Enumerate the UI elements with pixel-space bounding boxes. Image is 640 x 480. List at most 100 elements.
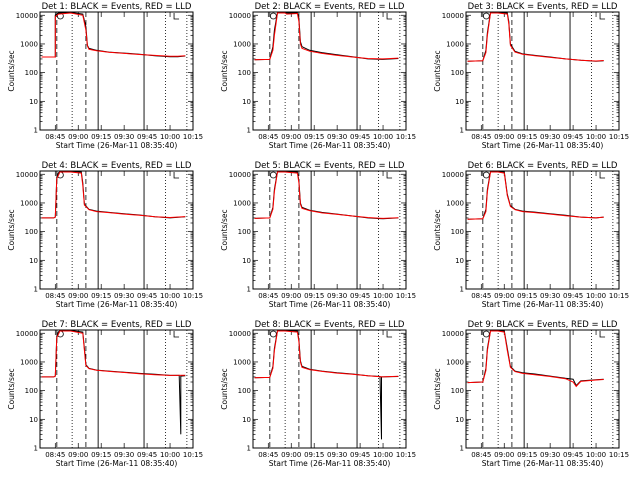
marker-symbol [269,330,277,338]
x-tick-label: 10:00 [160,133,180,141]
x-tick-label: 09:00 [494,133,514,141]
plot-frame [39,11,194,131]
y-tick-label: 1000 [233,199,251,207]
series-line-red [41,171,186,219]
y-tick-label: 10000 [442,171,464,179]
y-tick-label: 1000 [446,199,464,207]
y-tick-label: 1 [34,445,38,453]
panel-det-6: Det 6: BLACK = Events, RED = LLD 1 10 100 10… [433,161,629,309]
x-tick-label: 09:00 [68,292,88,300]
series-line-red [41,12,186,58]
y-axis-label: Counts/sec [433,368,442,409]
y-tick-label: 10 [455,257,464,265]
y-tick-label: 10 [242,98,251,106]
x-tick-label: 10:00 [373,133,393,141]
y-tick-label: 10000 [16,171,38,179]
y-tick-label: 100 [451,228,464,236]
x-tick-label: 10:15 [183,451,203,459]
x-axis-label: Start Time (26-Mar-11 08:35:40) [482,141,604,150]
x-tick-label: 10:00 [373,451,393,459]
plot-frame [252,329,407,449]
x-tick-label: 10:15 [183,292,203,300]
series-line-black [467,171,604,220]
x-tick-label: 10:15 [183,133,203,141]
panel-title: Det 4: BLACK = Events, RED = LLD [42,161,192,171]
y-tick-label: 1 [460,286,464,294]
marker-symbol [482,12,490,20]
y-tick-label: 100 [451,69,464,77]
y-tick-label: 1 [247,286,251,294]
y-tick-label: 1000 [446,358,464,366]
y-tick-label: 1000 [233,40,251,48]
x-tick-label: 10:15 [609,292,629,300]
y-tick-label: 10000 [229,12,251,20]
x-axis-label: Start Time (26-Mar-11 08:35:40) [56,300,178,309]
x-tick-label: 10:00 [160,451,180,459]
x-tick-label: 10:00 [373,292,393,300]
y-tick-label: 100 [238,228,251,236]
x-axis-label: Start Time (26-Mar-11 08:35:40) [482,459,604,468]
x-tick-label: 09:45 [563,292,583,300]
y-tick-label: 100 [238,387,251,395]
x-tick-label: 10:15 [396,292,416,300]
x-tick-label: 10:15 [396,133,416,141]
series-line-black [254,330,399,440]
x-tick-label: 09:30 [540,292,560,300]
series-line-black [41,171,186,219]
plot-frame [252,11,407,131]
x-tick-label: 09:45 [350,292,370,300]
marker-symbol [269,171,277,179]
panel-det-1: Det 1: BLACK = Events, RED = LLD 1 10 100 10… [7,2,203,150]
x-axis-label: Start Time (26-Mar-11 08:35:40) [269,300,391,309]
x-tick-label: 09:15 [304,292,324,300]
y-tick-label: 1000 [20,358,38,366]
y-tick-label: 1000 [20,199,38,207]
y-tick-label: 10 [455,98,464,106]
y-axis-label: Counts/sec [7,50,16,91]
y-axis-label: Counts/sec [7,368,16,409]
x-tick-label: 09:00 [68,451,88,459]
panel-det-7: Det 7: BLACK = Events, RED = LLD 1 10 100 10… [7,320,203,468]
marker-symbol [386,172,393,179]
series-line-red [41,330,186,378]
plot-frame [465,11,620,131]
x-tick-label: 09:00 [494,292,514,300]
series-line-red [254,12,399,61]
y-tick-label: 10 [29,416,38,424]
x-tick-label: 10:00 [586,451,606,459]
y-tick-label: 10000 [16,330,38,338]
y-tick-label: 100 [451,387,464,395]
x-tick-label: 09:15 [517,292,537,300]
x-tick-label: 09:30 [114,133,134,141]
y-tick-label: 10 [242,257,251,265]
panel-title: Det 3: BLACK = Events, RED = LLD [468,2,618,12]
panel-det-4: Det 4: BLACK = Events, RED = LLD 1 10 100 10… [7,161,203,309]
plot-frame [465,170,620,290]
y-tick-label: 10000 [16,12,38,20]
x-tick-label: 09:30 [540,451,560,459]
marker-symbol [386,331,393,338]
y-tick-label: 1 [247,127,251,135]
x-tick-label: 08:45 [258,133,278,141]
x-tick-label: 09:00 [68,133,88,141]
x-axis-label: Start Time (26-Mar-11 08:35:40) [269,141,391,150]
plot-frame [39,329,194,449]
y-tick-label: 1 [34,286,38,294]
y-tick-label: 10 [29,257,38,265]
x-tick-label: 09:15 [91,292,111,300]
y-tick-label: 10000 [442,330,464,338]
series-line-red [467,12,604,62]
x-tick-label: 09:15 [304,451,324,459]
y-tick-label: 1 [460,445,464,453]
y-tick-label: 1000 [446,40,464,48]
panel-det-9: Det 9: BLACK = Events, RED = LLD 1 10 100 10… [433,320,629,468]
series-line-black [467,12,604,62]
series-line-black [41,330,186,435]
y-axis-label: Counts/sec [220,368,229,409]
plot-frame [252,170,407,290]
x-tick-label: 09:00 [281,451,301,459]
x-tick-label: 09:45 [137,292,157,300]
series-line-red [467,171,604,220]
y-tick-label: 10 [242,416,251,424]
